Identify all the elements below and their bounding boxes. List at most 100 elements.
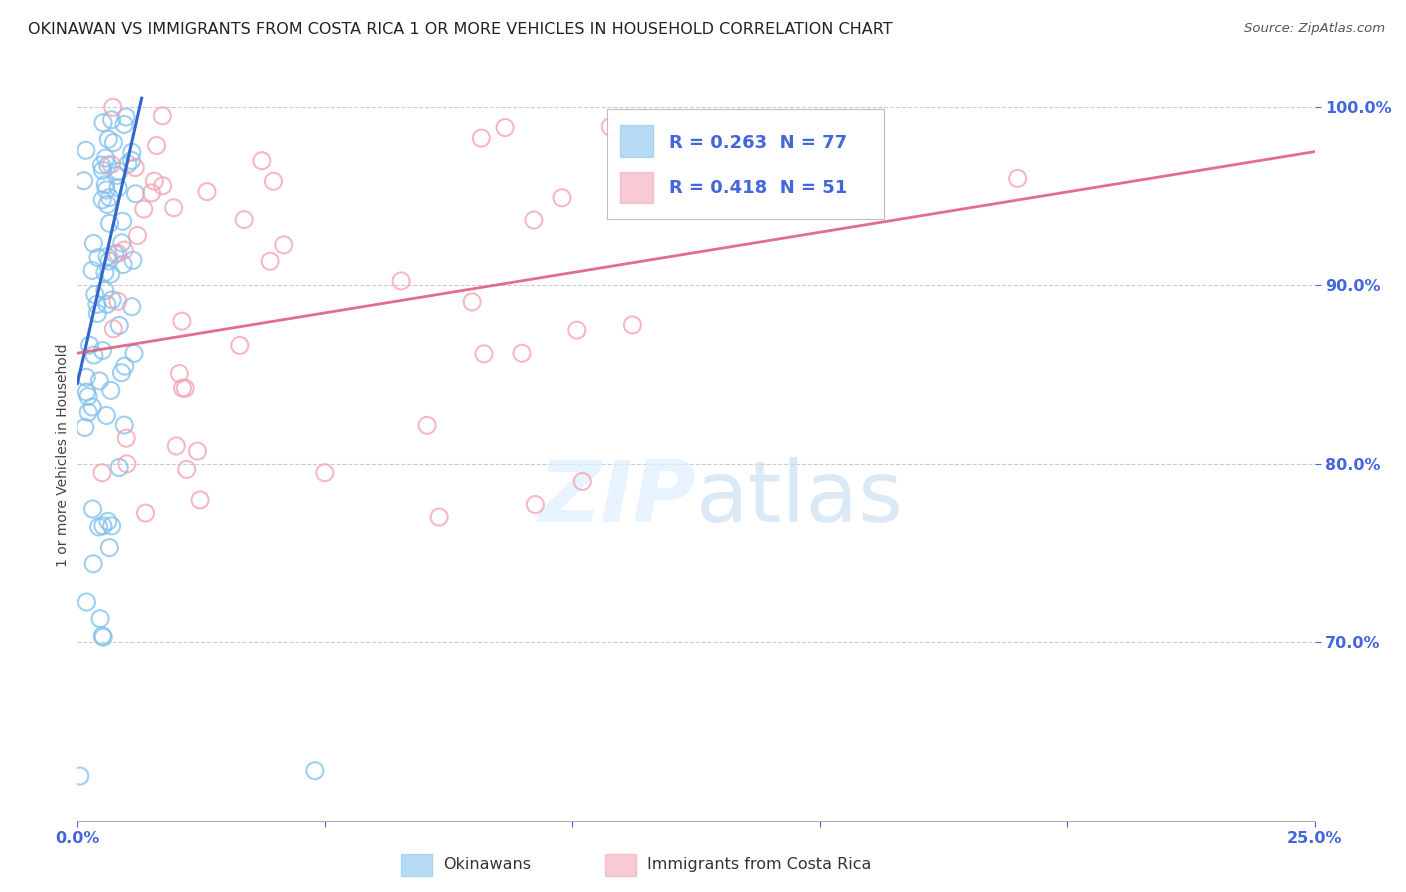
Point: [112, 117, 135, 131]
Point: [571, 475, 593, 489]
Point: [124, 161, 146, 175]
Point: [472, 347, 495, 361]
Point: [82, 400, 104, 414]
Point: [114, 359, 136, 373]
Y-axis label: 1 or more Vehicles in Household: 1 or more Vehicles in Household: [56, 343, 70, 566]
Text: ZIP: ZIP: [538, 458, 696, 541]
Point: [107, 180, 129, 194]
Text: atlas: atlas: [696, 458, 904, 541]
Point: [121, 145, 143, 160]
Point: [79, 338, 101, 352]
Point: [101, 100, 124, 114]
Point: [112, 258, 135, 272]
Point: [111, 214, 134, 228]
Point: [82, 263, 104, 277]
Point: [165, 439, 187, 453]
Point: [132, 202, 155, 216]
Point: [170, 314, 193, 328]
Point: [121, 300, 143, 314]
Point: [108, 460, 131, 475]
Point: [73, 420, 96, 434]
Point: [75, 595, 97, 609]
Point: [115, 431, 138, 445]
Point: [152, 178, 174, 193]
Point: [523, 213, 546, 227]
Point: [115, 457, 138, 471]
Point: [87, 520, 110, 534]
Point: [82, 557, 104, 571]
Point: [112, 243, 135, 257]
Point: [103, 136, 125, 150]
Point: [98, 190, 121, 204]
Point: [141, 186, 163, 200]
Point: [100, 267, 122, 281]
Point: [96, 197, 118, 211]
Point: [87, 251, 110, 265]
Point: [91, 630, 114, 644]
Point: [112, 418, 135, 433]
Point: [115, 110, 138, 124]
Point: [621, 318, 644, 332]
Point: [97, 132, 120, 146]
Point: [262, 174, 284, 188]
Point: [98, 541, 121, 555]
Point: [104, 247, 127, 261]
Point: [599, 120, 621, 134]
Point: [97, 514, 120, 528]
Point: [314, 466, 336, 480]
Point: [101, 293, 124, 307]
Point: [565, 323, 588, 337]
Point: [89, 612, 111, 626]
Point: [169, 367, 191, 381]
Point: [108, 318, 131, 333]
Text: R = 0.418  N = 51: R = 0.418 N = 51: [669, 178, 848, 196]
Point: [69, 769, 91, 783]
Point: [250, 153, 273, 168]
Point: [304, 764, 326, 778]
Point: [94, 178, 117, 192]
Point: [75, 370, 97, 384]
Point: [86, 297, 108, 311]
Point: [233, 212, 256, 227]
Text: Source: ZipAtlas.com: Source: ZipAtlas.com: [1244, 22, 1385, 36]
Point: [77, 405, 100, 419]
Point: [150, 109, 173, 123]
Point: [389, 274, 412, 288]
Point: [416, 418, 439, 433]
Point: [75, 385, 97, 400]
Point: [176, 462, 198, 476]
Point: [94, 183, 117, 197]
Point: [427, 510, 450, 524]
Point: [82, 502, 104, 516]
Point: [83, 348, 105, 362]
Point: [259, 254, 281, 268]
Point: [91, 193, 114, 207]
Point: [188, 492, 211, 507]
Text: R = 0.263  N = 77: R = 0.263 N = 77: [669, 134, 848, 152]
Point: [100, 519, 122, 533]
Point: [89, 374, 111, 388]
Point: [94, 151, 117, 165]
Point: [134, 506, 156, 520]
Point: [96, 297, 118, 311]
Point: [91, 518, 114, 533]
Point: [107, 294, 129, 309]
Point: [510, 346, 533, 360]
Point: [96, 409, 118, 423]
Point: [98, 254, 121, 268]
Point: [103, 322, 125, 336]
Point: [172, 381, 194, 395]
Point: [524, 498, 547, 512]
Point: [83, 287, 105, 301]
Point: [72, 174, 94, 188]
Text: Immigrants from Costa Rica: Immigrants from Costa Rica: [647, 857, 872, 872]
Point: [273, 238, 295, 252]
Point: [111, 235, 134, 250]
Point: [98, 216, 121, 230]
Point: [91, 629, 114, 643]
Point: [186, 444, 208, 458]
Point: [461, 294, 484, 309]
Point: [124, 186, 146, 201]
Point: [110, 366, 132, 380]
Point: [127, 228, 149, 243]
